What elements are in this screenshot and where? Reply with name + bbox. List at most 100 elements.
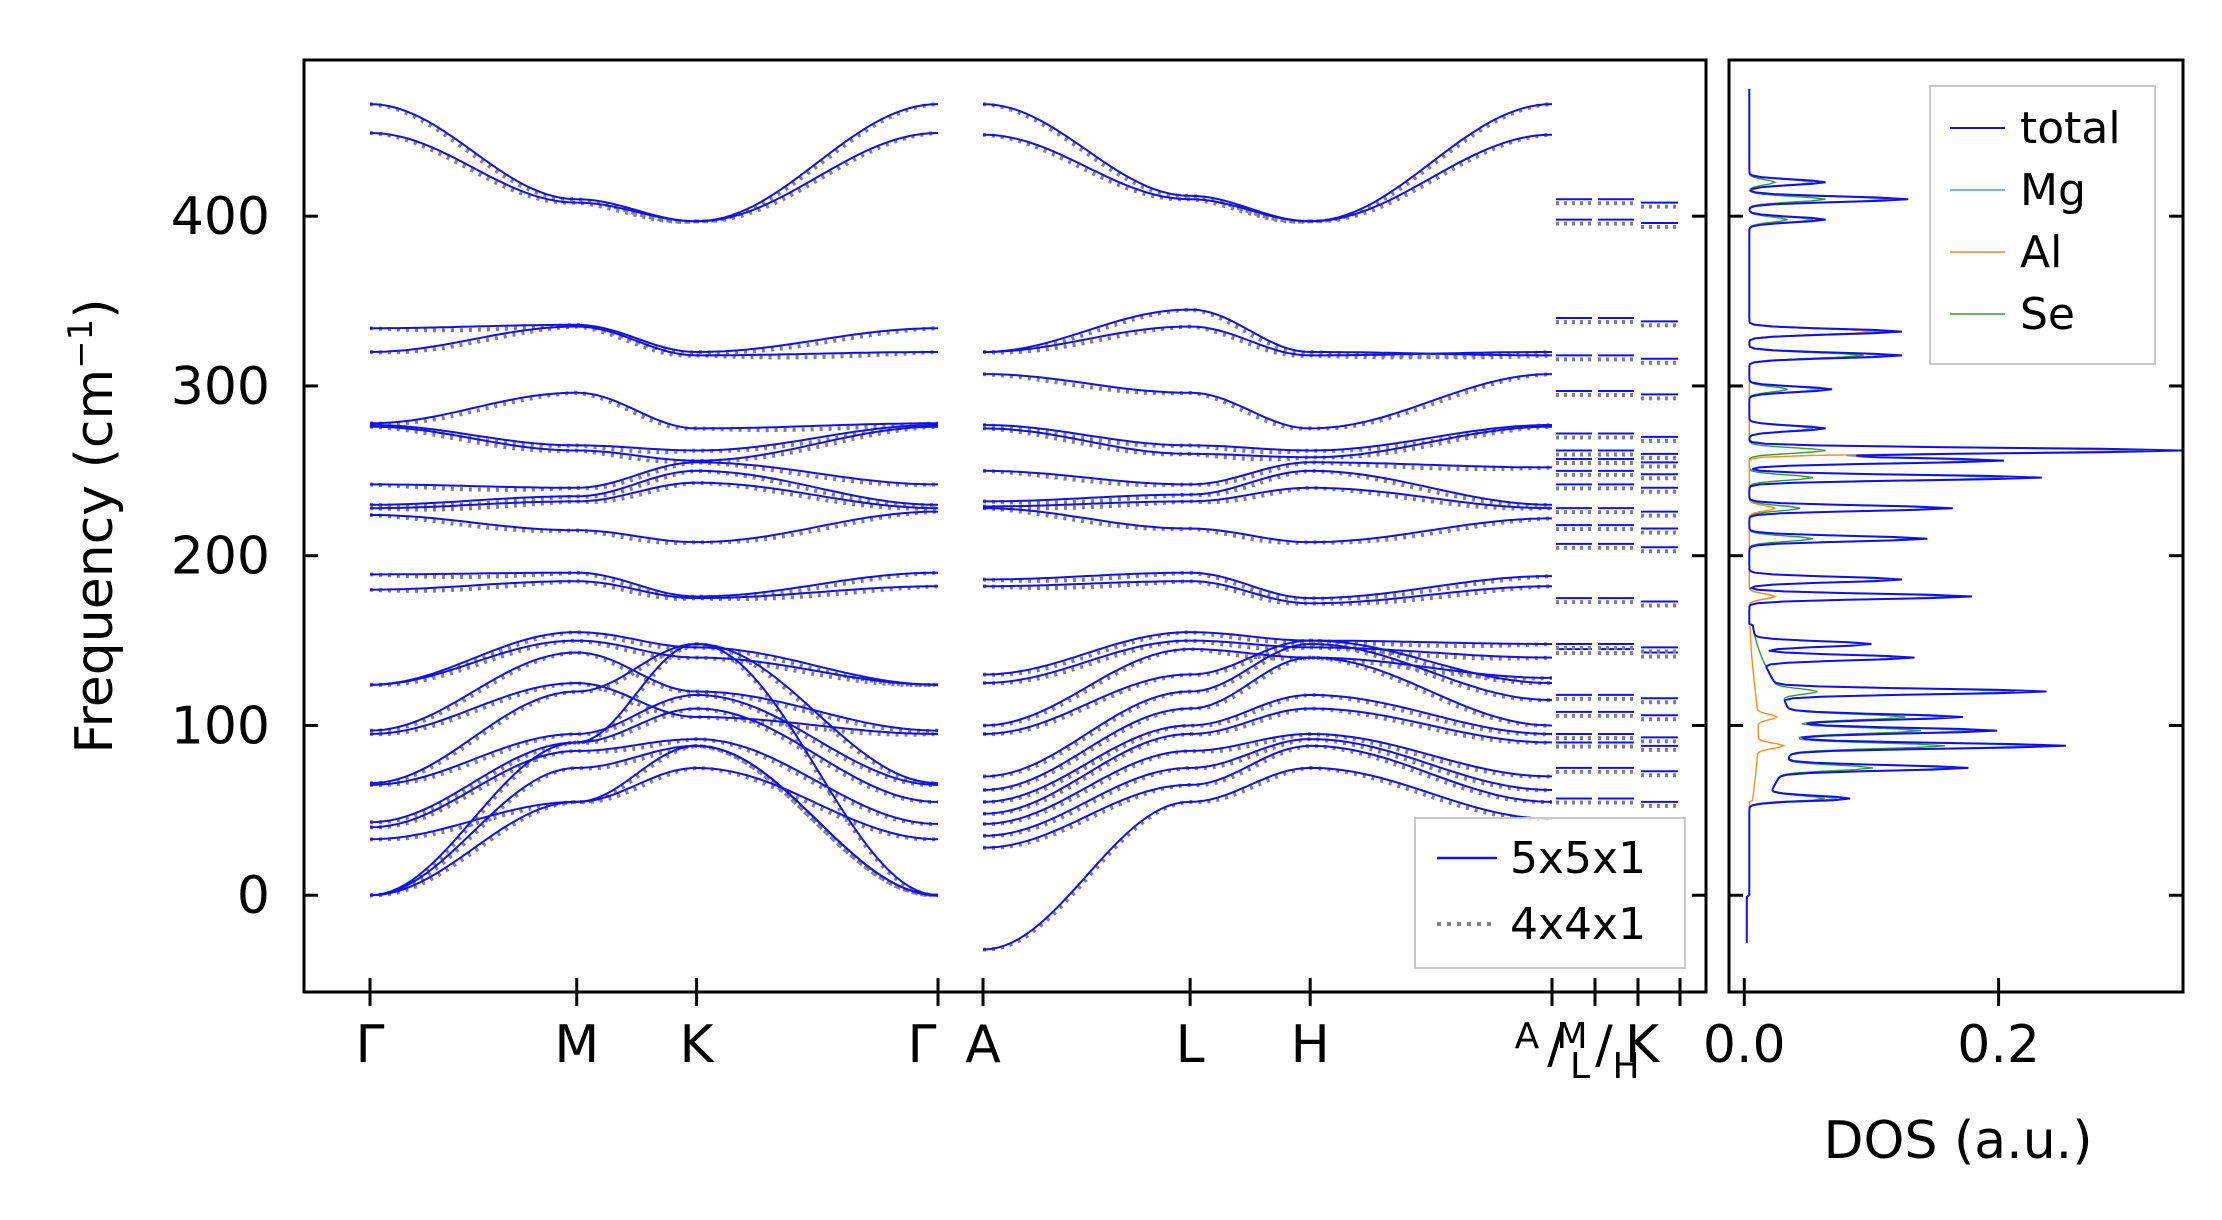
band-4x4x1-a-branch [982, 579, 1553, 606]
band-5x5x1-a-branch [983, 469, 1553, 506]
dos-legend: total Mg Al Se [1929, 85, 2156, 365]
x-tick-label: / [1595, 1015, 1613, 1075]
band-5x5x1-a-branch [982, 461, 1552, 486]
band-5x5x1-gamma-branch [369, 693, 939, 786]
dos-legend-label-se: Se [2020, 289, 2075, 340]
band-5x5x1-gamma-branch [369, 744, 939, 897]
band-5x5x1-a-branch [982, 103, 1553, 223]
y-axis-title: Frequency (cm−1) [61, 298, 125, 753]
band-4x4x1-gamma-branch [369, 706, 939, 825]
x-tick-label: A [965, 1015, 1001, 1075]
dos-x-tick-label: 0.0 [1703, 1015, 1786, 1075]
x-tick-label: / [1547, 1015, 1565, 1075]
band-5x5x1-a-branch [982, 707, 1552, 815]
band-5x5x1-a-branch [982, 639, 1553, 735]
x-tick-label: L [1176, 1015, 1205, 1075]
band-legend: 5x5x1 4x4x1 [1414, 817, 1686, 969]
x-tick-label: H [1612, 1046, 1639, 1087]
band-5x5x1-a-branch [982, 693, 1553, 803]
band-4x4x1-a-branch [982, 307, 1553, 360]
x-axis-ticks: Γ M K Γ A L H A M/L / HK [356, 978, 1682, 1087]
band-5x5x1-gamma-branch [369, 103, 939, 223]
band-4x4x1-a-branch [982, 638, 1553, 737]
band-4x4x1-a-branch [982, 731, 1553, 827]
band-5x5x1-gamma-branch [369, 325, 938, 357]
band-4x4x1-gamma-branch [369, 650, 939, 733]
band-5x5x1-a-branch [982, 648, 1552, 727]
dos-legend-label-mg: Mg [2020, 165, 2086, 216]
band-4x4x1-gamma-branch [369, 131, 939, 224]
band-4x4x1-a-branch [982, 460, 1553, 488]
band-5x5x1-gamma-branch [369, 391, 938, 430]
dos-x-tick-label: 0.2 [1957, 1015, 2040, 1075]
legend-box [1414, 817, 1686, 969]
band-5x5x1-a-branch [982, 424, 1552, 452]
band-4x4x1-a-branch [982, 737, 1553, 839]
band-5x5x1-gamma-branch [369, 580, 938, 600]
band-5x5x1-gamma-branch [369, 651, 939, 732]
band-4x4x1-a-branch [982, 102, 1553, 224]
band-5x5x1-a-branch [983, 486, 1553, 510]
band-series-5x5x1 [369, 103, 1553, 951]
band-4x4x1-a-branch [982, 630, 1553, 677]
x-tick-label: L [1570, 1046, 1590, 1087]
dos-line-total [1745, 88, 2182, 943]
band-5x5x1-a-branch [982, 656, 1553, 791]
y-tick-label: 100 [171, 696, 270, 756]
dos-y-axis-ticks [1729, 214, 2183, 897]
band-4x4x1-gamma-branch [369, 737, 939, 830]
band-4x4x1-a-branch [982, 706, 1553, 816]
band-4x4x1-a-branch [982, 765, 1553, 952]
band-4x4x1-a-branch [982, 132, 1553, 224]
band-5x5x1-gamma-branch [370, 510, 938, 544]
band-5x5x1-a-branch [983, 580, 1552, 605]
band-5x5x1-a-branch [982, 639, 1553, 684]
band-4x4x1-gamma-branch [369, 480, 939, 512]
band-5x5x1-gamma-branch [370, 469, 939, 506]
band-5x5x1-a-branch [982, 732, 1553, 825]
band-4x4x1-gamma-branch [369, 424, 939, 464]
band-5x5x1-a-branch [983, 507, 1552, 544]
band-5x5x1-a-branch [982, 744, 1553, 849]
band-4x4x1-gamma-branch [369, 102, 939, 224]
band-5x5x1-gamma-branch [370, 461, 938, 489]
x-tick-label: Γ [908, 1015, 937, 1075]
y-axis-ticks: 0 100 200 300 400 [171, 187, 1706, 926]
x-tick-label: K [1625, 1015, 1661, 1075]
band-4x4x1-a-branch [982, 372, 1553, 431]
x-tick-label: H [1291, 1015, 1330, 1075]
band-5x5x1-a-branch [983, 571, 1552, 600]
band-5x5x1-a-branch [982, 631, 1552, 676]
band-5x5x1-gamma-branch [369, 132, 939, 223]
dos-panel: 0.0 0.2 DOS (a.u.) total Mg Al Se [1703, 58, 2185, 1171]
band-5x5x1-gamma-branch [369, 424, 938, 452]
band-5x5x1-gamma-branch [369, 639, 938, 686]
y-tick-label: 200 [171, 527, 270, 587]
band-5x5x1-gamma-branch [369, 425, 939, 462]
dos-plot-frame [1727, 58, 2185, 994]
dos-legend-box [1929, 85, 2156, 365]
legend-label-5x5x1: 5x5x1 [1510, 833, 1646, 884]
x-tick-label: K [680, 1015, 716, 1075]
x-tick-label: Γ [356, 1015, 385, 1075]
band-5x5x1-gamma-branch [369, 642, 939, 785]
band-4x4x1-gamma-branch [369, 570, 939, 599]
band-5x5x1-gamma-branch [369, 707, 939, 824]
band-4x4x1-a-branch [982, 638, 1553, 686]
band-4x4x1-a-branch [982, 506, 1553, 545]
band-5x5x1-a-branch [982, 325, 1552, 357]
band-4x4x1-a-branch [982, 647, 1553, 728]
band-5x5x1-a-branch [982, 642, 1553, 778]
band-plot-frame [302, 58, 1708, 994]
band-series-4x4x1 [369, 102, 1553, 952]
band-4x4x1-a-branch [982, 424, 1553, 462]
band-5x5x1-a-branch [982, 738, 1553, 837]
band-4x4x1-gamma-branch [369, 460, 939, 492]
y-tick-label: 300 [171, 357, 270, 417]
dos-series [1745, 88, 2182, 943]
dos-legend-label-total: total [2020, 103, 2121, 154]
legend-label-4x4x1: 4x4x1 [1510, 899, 1646, 950]
band-5x5x1-gamma-branch [370, 323, 939, 354]
